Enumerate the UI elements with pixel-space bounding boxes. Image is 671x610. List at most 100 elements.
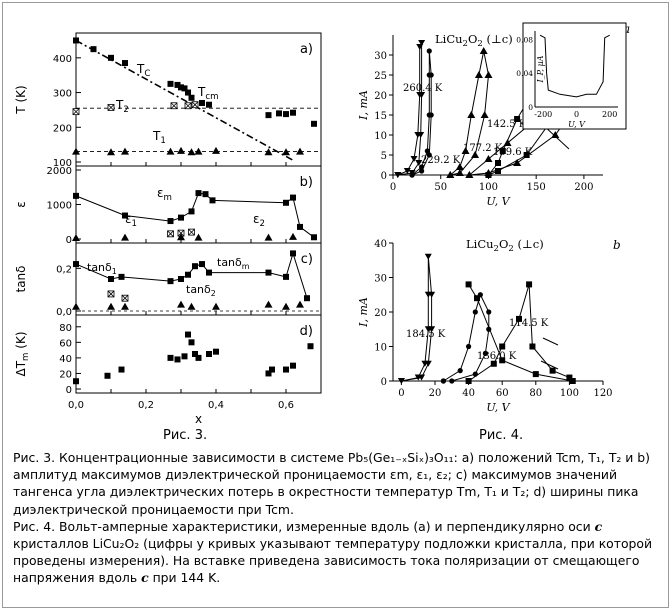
fig3-a-t1-point [194, 147, 203, 155]
fig3-a-label-t2: T2 [115, 98, 129, 115]
fig3-c-tan2-point [282, 302, 290, 310]
fig4-a-temp-label: 177.2 K [463, 143, 503, 154]
fig4-b-curve-1845-point [397, 378, 405, 384]
fig4-a-ytick-label: 20 [374, 91, 387, 102]
fig3-xtick-label: 0,4 [208, 400, 224, 411]
fig3-a-tc-point [108, 54, 114, 61]
fig3-a-label-t1: T1 [152, 129, 166, 146]
fig4-a-inset-curve [539, 34, 610, 98]
fig4-b-temp-label: 184.5 K [406, 329, 446, 340]
fig3-d-ytick-label: 0 [66, 385, 72, 396]
fig3-panel-c-letter: c) [301, 252, 313, 267]
fig4-a-ytick-label: 5 [381, 151, 387, 162]
fig4-b-curve-1845-point [424, 253, 432, 260]
fig4-b-curve-1845-point [424, 360, 432, 367]
fig3-c-tanm-point [199, 261, 205, 268]
fig3-d-tm-point [307, 343, 314, 350]
fig4-a-curve-2292-point [419, 164, 425, 170]
fig3-a-tcm-point [290, 109, 296, 116]
fig4-a-curve-1772-point [467, 111, 476, 118]
fig4-a-inset-xtick-label: 200 [602, 110, 617, 119]
fig3-a-tcm-point [311, 120, 317, 127]
fig4-a-xtick-label: 200 [574, 182, 593, 193]
fig4-b-curve-1845-point [428, 326, 436, 333]
fig4-a-curve-2604-point [418, 92, 426, 98]
caption-figure-3: Рис. 3. Концентрационные зависимости в с… [13, 450, 650, 517]
fig3-panel-a-letter: a) [300, 42, 313, 57]
fig4-b-temp-label: 114.5 K [509, 318, 549, 329]
fig3-d-ytick-label: 40 [59, 354, 72, 365]
fig4-a-inset-ytick-label: 0.08 [516, 35, 533, 44]
fig4-a-curve-2604-point [415, 160, 423, 166]
fig3-b-m-point [202, 191, 209, 198]
fig4-a-curve-1596-point [484, 155, 493, 162]
fig3-c-tanm-point [206, 269, 212, 276]
fig4-a-inset-xlabel: U, V [568, 120, 586, 129]
fig3-c-label-tand2: tanδ2 [186, 283, 216, 298]
fig3-a-t1-point [187, 148, 196, 156]
fig4-a-xtick-label: 150 [527, 182, 546, 193]
fig4-a-curve-2292-point [426, 48, 432, 54]
caption-figure-4-part-2: кристаллов LiCu₂O₂ (цифры у кривых указы… [13, 536, 653, 586]
fig4-a-xtick-label: 50 [434, 182, 447, 193]
fig4-a-ylabel: I, mA [357, 90, 370, 121]
caption-figure-4: Рис. 4. Вольт-амперные характеристики, и… [13, 518, 665, 587]
fig3-c-tan2-point [121, 302, 129, 310]
fig3-d-tm-point [213, 348, 219, 355]
fig3-a-t1-point [107, 148, 115, 156]
fig4-b-ytick-label: 0 [381, 377, 387, 388]
fig4-a-curve-1772-point [480, 111, 489, 118]
fig4-a-curve-1772-point [455, 169, 464, 176]
fig4-b-curve-1145-point [499, 343, 506, 350]
fig4-b-curve-1145-point [529, 343, 536, 350]
fig4-a-temp-label: 260.4 K [403, 83, 443, 94]
fig4-a-curve-1425-point [495, 168, 501, 174]
fig3-b-1-point-cross [177, 229, 185, 237]
fig3-d-tm-point [192, 351, 198, 357]
fig4-a-letter: a [623, 22, 630, 36]
fig3-d-ytick-label: 60 [59, 338, 72, 349]
fig3-panel-b-letter: b) [300, 175, 313, 190]
fig4-a-xtick-label: 100 [479, 182, 498, 193]
figure-4-label: Рис. 4. [479, 428, 524, 443]
fig4-a-curve-2292-point [428, 112, 434, 118]
fig3-a-label-tcm: Tcm [197, 85, 219, 102]
fig3-d-tm-point [283, 366, 289, 373]
fig4-b-curve-1360-point [482, 350, 488, 356]
fig4-a-curve-1596-point [465, 171, 474, 178]
fig3-a-label-tc: TC [136, 62, 150, 79]
fig4-b-curve-1145-point [465, 378, 472, 384]
fig4-b-xtick-label: 20 [429, 388, 442, 399]
fig4-b-curve-1845-point [418, 374, 426, 381]
fig4-a-curve-1596-point [503, 139, 512, 146]
fig4-b-curve-1145 [468, 284, 575, 382]
fig3-b-m-point [73, 192, 79, 199]
fig3-a-tcm-point [199, 99, 205, 106]
fig3-c-ytick-label: 0,0 [56, 307, 72, 318]
fig3-panel-a-frame [75, 32, 322, 167]
fig4-a-curve-2604-point [410, 156, 418, 162]
fig4-b-curve-1145-point [465, 281, 472, 288]
fig3-c-tan2-point [107, 302, 115, 310]
fig3-b-m-point [297, 223, 303, 230]
fig3-c-tan2-point [296, 300, 304, 308]
fig3-b-m-point [188, 208, 195, 215]
fig4-b-curve-1145-point [549, 367, 556, 374]
fig4-a-curve-2292-point [419, 168, 425, 174]
fig4-b-curve-1360 [443, 293, 490, 382]
fig4-a-ytick-label: 10 [374, 131, 387, 142]
fig4-b-curve-1360-point [472, 309, 478, 315]
fig3-b-2-point [264, 233, 273, 241]
fig4-b-curve-1145-point [566, 374, 573, 381]
fig3-b-ytick-label: 2000 [47, 166, 72, 177]
fig3-b-2-point [121, 233, 129, 241]
fig3-a-ytick-label: 200 [53, 123, 72, 134]
fig3-b-m-point [167, 218, 174, 225]
fig3-xtick-label: 0,6 [278, 400, 294, 411]
fig4-b-ytick-label: 20 [374, 308, 387, 319]
fig3-a-ylabel: T (K) [14, 85, 28, 114]
fig3-b-m-point [311, 234, 317, 241]
fig4-b-curve-1145-point [569, 378, 576, 384]
fig3-b-ytick-label: 0 [66, 235, 72, 246]
